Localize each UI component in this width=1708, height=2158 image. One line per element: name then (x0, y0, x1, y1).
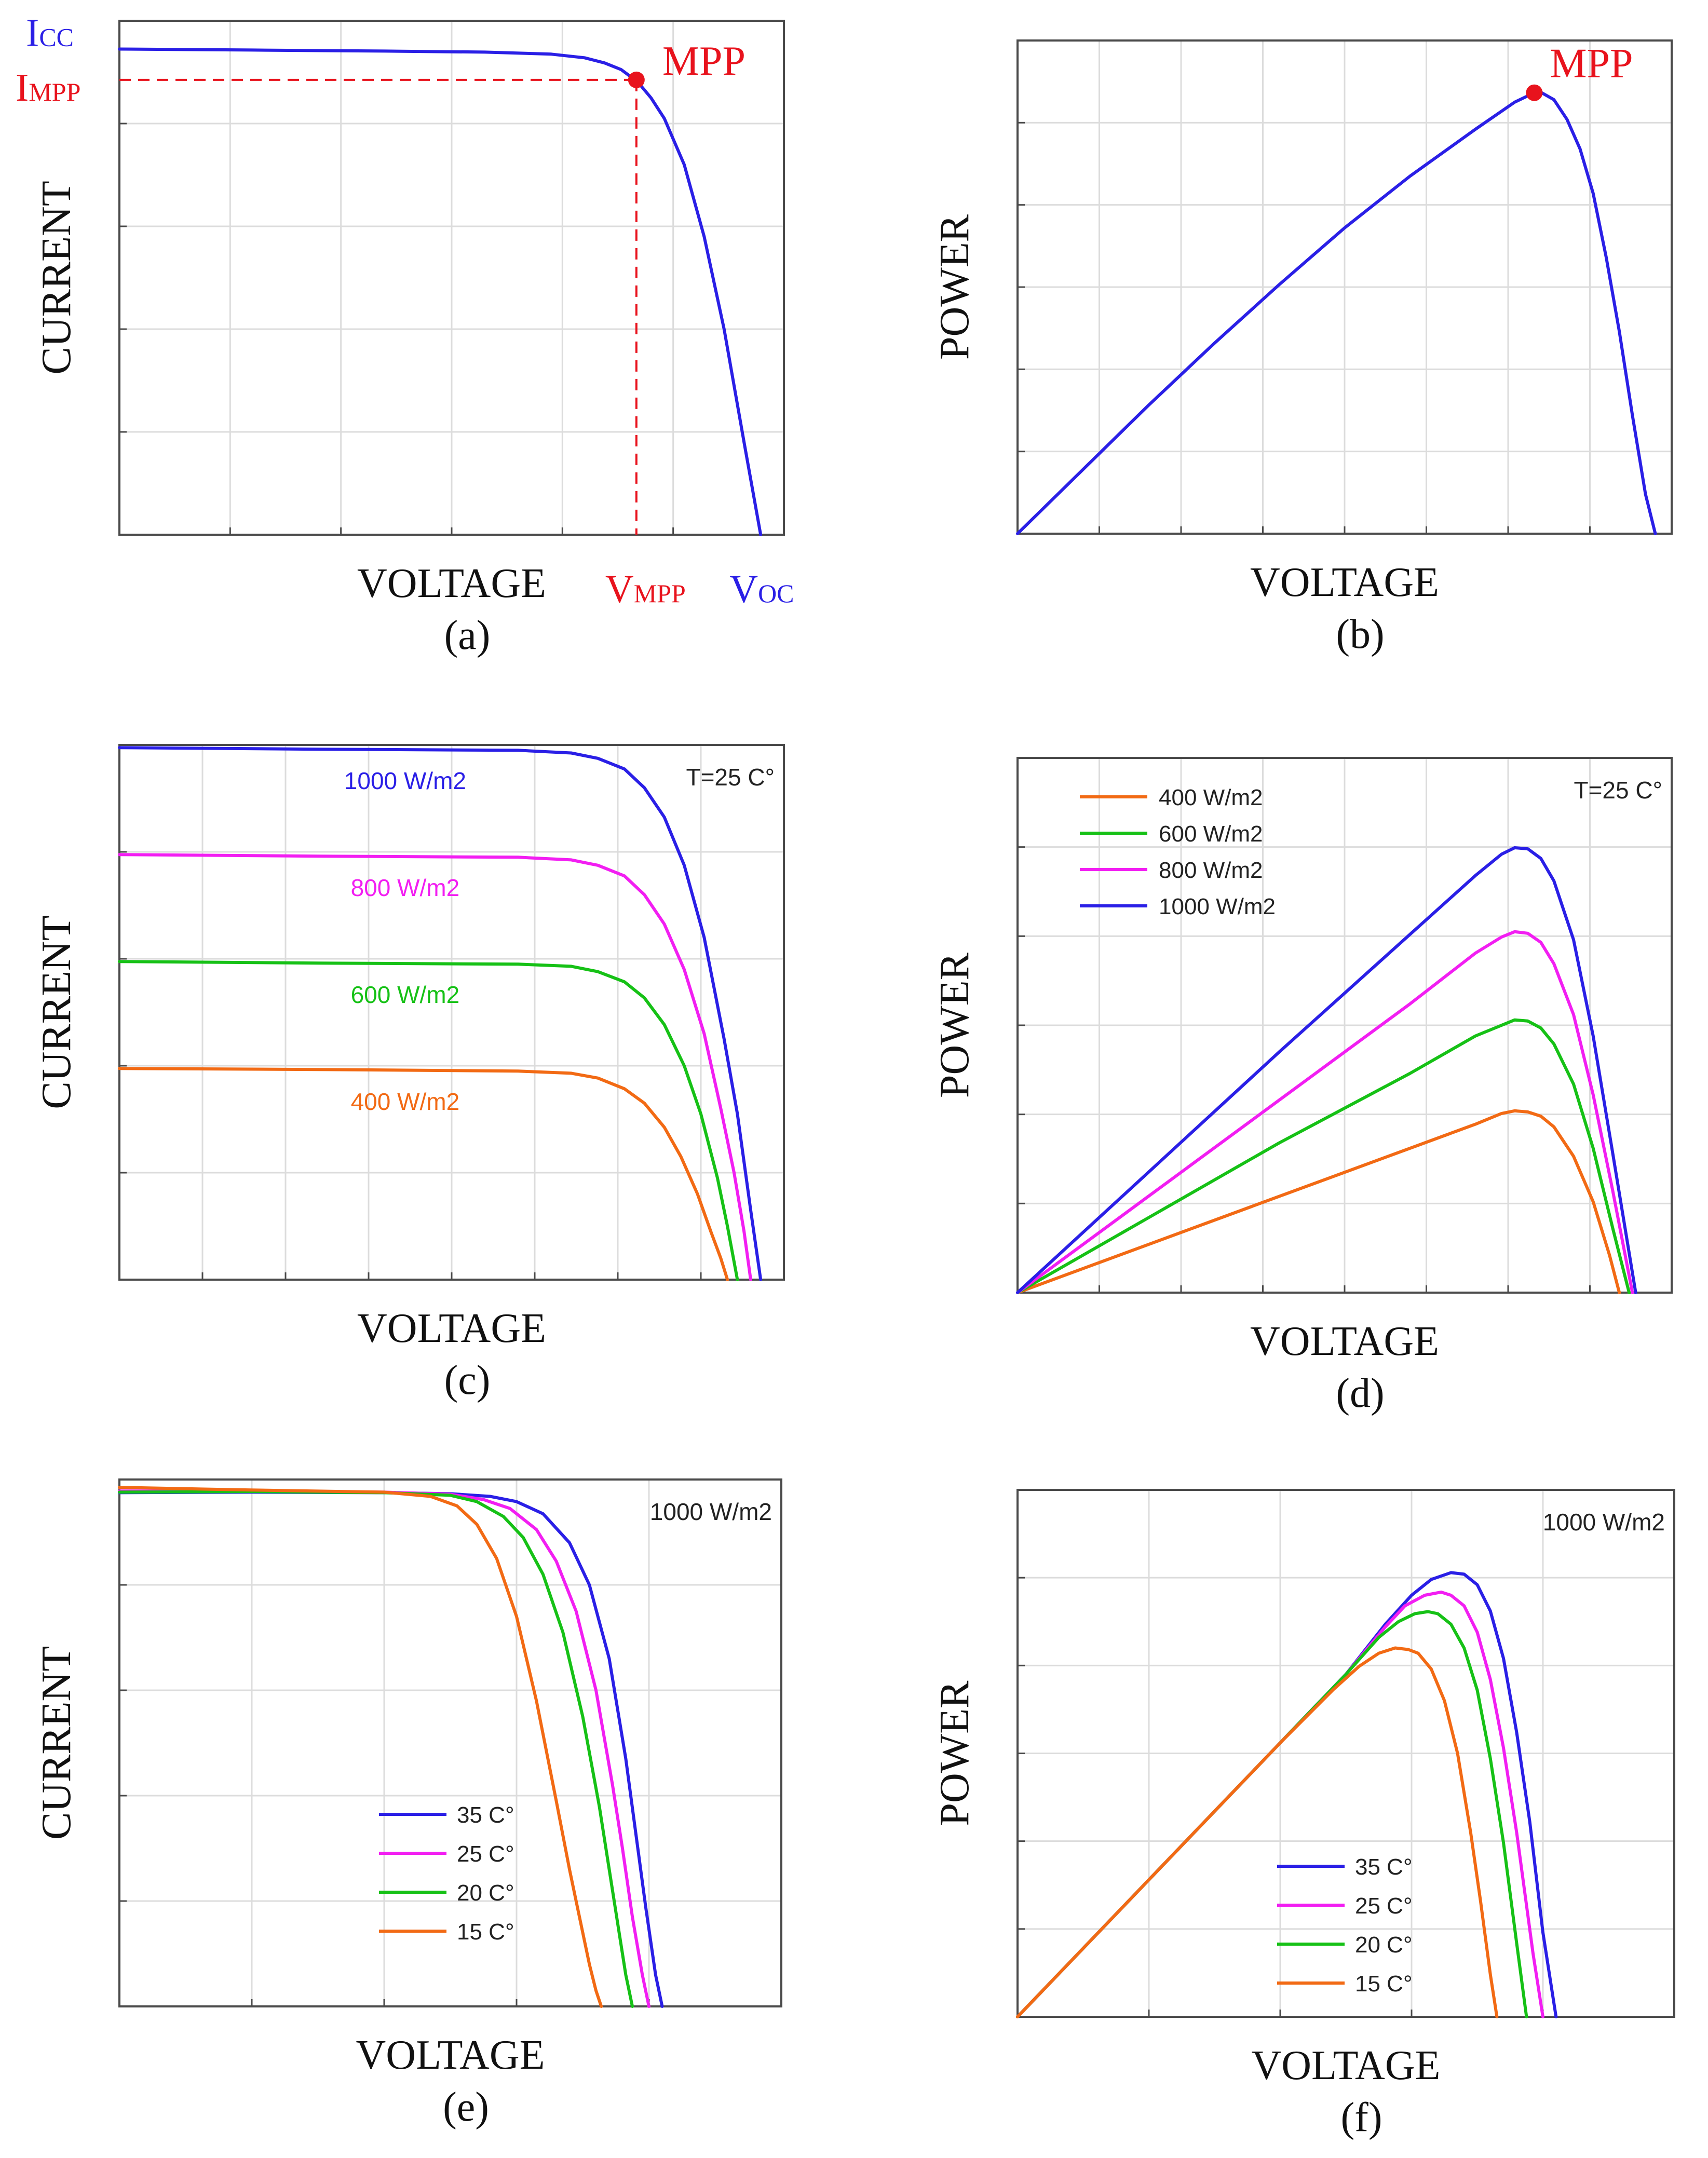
panel-label: (a) (444, 613, 491, 658)
impp-label-sub: MPP (29, 77, 80, 106)
voc-label-sub: OC (758, 579, 794, 608)
chart-panel-c: VOLTAGE CURRENT (c) T=25 C° 1000 W/m2 800 W/m… (34, 744, 785, 1403)
vmpp-label-main: V (605, 567, 634, 611)
y-axis-label: CURRENT (34, 181, 79, 374)
legend-entry: 20 C° (457, 1880, 514, 1906)
chart-panel-d: VOLTAGE POWER (d) T=25 C° 400 W/m2 600 W/m2 80… (932, 757, 1673, 1416)
legend-entry: 20 C° (1355, 1932, 1413, 1958)
panel-label: (b) (1336, 612, 1384, 657)
impp-label-main: I (16, 66, 29, 110)
legend-entry: 15 C° (457, 1919, 514, 1945)
series-line-400-w-m2 (118, 1067, 729, 1281)
series-line-35-c- (1016, 1571, 1558, 2018)
legend-entry: 35 C° (1355, 1854, 1413, 1880)
x-axis-label: VOLTAGE (356, 2032, 545, 2078)
vmpp-label: VMPP (605, 567, 686, 611)
panel-label: (e) (443, 2084, 489, 2130)
vmpp-label-sub: MPP (634, 579, 686, 608)
icc-label-sub: CC (39, 22, 74, 51)
voc-label-main: V (729, 567, 758, 611)
y-axis-label: CURRENT (34, 915, 79, 1109)
plot-frame (118, 1478, 782, 2007)
series-line-1000-w-m2 (118, 746, 763, 1281)
series-line-800-w-m2 (1016, 930, 1634, 1294)
panel-label: (d) (1336, 1370, 1384, 1416)
x-axis-label: VOLTAGE (1250, 560, 1439, 605)
chart-panel-b: VOLTAGE POWER (b) MPP (932, 39, 1673, 657)
legend-entry: 1000 W/m2 (1159, 894, 1276, 919)
y-axis-label: POWER (932, 214, 978, 360)
y-axis-label: CURRENT (34, 1646, 79, 1840)
condition-label: T=25 C° (1574, 777, 1662, 804)
mpp-label: MPP (1550, 41, 1633, 87)
legend-entry: 35 C° (457, 1802, 514, 1828)
plot-frame (1016, 757, 1673, 1294)
legend-entry: 25 C° (1355, 1893, 1413, 1919)
condition-label: 1000 W/m2 (650, 1498, 772, 1525)
series-line-600-w-m2 (1016, 1018, 1631, 1294)
impp-label: IMPP (16, 66, 80, 110)
legend-entry: 800 W/m2 (1159, 858, 1263, 883)
mpp-point (628, 71, 645, 88)
voc-label: VOC (729, 567, 794, 611)
series-line-20-c- (1016, 1610, 1528, 2018)
curve-label: 800 W/m2 (351, 874, 460, 901)
curve-label: 400 W/m2 (351, 1088, 460, 1115)
y-axis-label: POWER (932, 1680, 978, 1826)
legend-entry: 25 C° (457, 1841, 514, 1867)
plot-frame (118, 20, 785, 536)
chart-panel-f: VOLTAGE POWER (f) 1000 W/m2 35 C° 25 C° 20 C° 1… (932, 1489, 1675, 2140)
mpp-label: MPP (662, 38, 745, 84)
x-axis-label: VOLTAGE (1252, 2043, 1441, 2088)
series-line-400-w-m2 (1016, 1109, 1621, 1294)
series-line-p-v-curve (1016, 90, 1657, 535)
chart-panel-e: VOLTAGE CURRENT (e) 1000 W/m2 35 C° 25 C° 20 C… (34, 1478, 782, 2130)
plot-frame (1016, 39, 1673, 535)
y-axis-label: POWER (932, 952, 978, 1098)
curve-label: 1000 W/m2 (344, 767, 466, 794)
panel-label: (f) (1341, 2095, 1382, 2140)
condition-label: T=25 C° (686, 764, 775, 791)
legend-entry: 400 W/m2 (1159, 785, 1263, 810)
icc-label-main: I (26, 11, 39, 55)
series-line-15-c- (118, 1486, 603, 2008)
x-axis-label: VOLTAGE (357, 561, 546, 606)
series-line-20-c- (118, 1490, 634, 2008)
series-line-i-v-curve (118, 47, 763, 536)
series-line-800-w-m2 (118, 853, 752, 1281)
x-axis-label: VOLTAGE (1250, 1319, 1439, 1364)
plot-frame (118, 744, 785, 1281)
condition-label: 1000 W/m2 (1543, 1509, 1665, 1536)
series-line-1000-w-m2 (1016, 846, 1637, 1294)
series-line-15-c- (1016, 1646, 1499, 2018)
panel-label: (c) (444, 1358, 491, 1403)
legend-entry: 600 W/m2 (1159, 821, 1263, 847)
x-axis-label: VOLTAGE (357, 1306, 546, 1351)
icc-label: ICC (26, 11, 74, 55)
curve-label: 600 W/m2 (351, 981, 460, 1008)
series-line-600-w-m2 (118, 960, 739, 1281)
legend-entry: 15 C° (1355, 1971, 1413, 1997)
mpp-point (1526, 84, 1543, 101)
plot-frame (1016, 1489, 1675, 2018)
